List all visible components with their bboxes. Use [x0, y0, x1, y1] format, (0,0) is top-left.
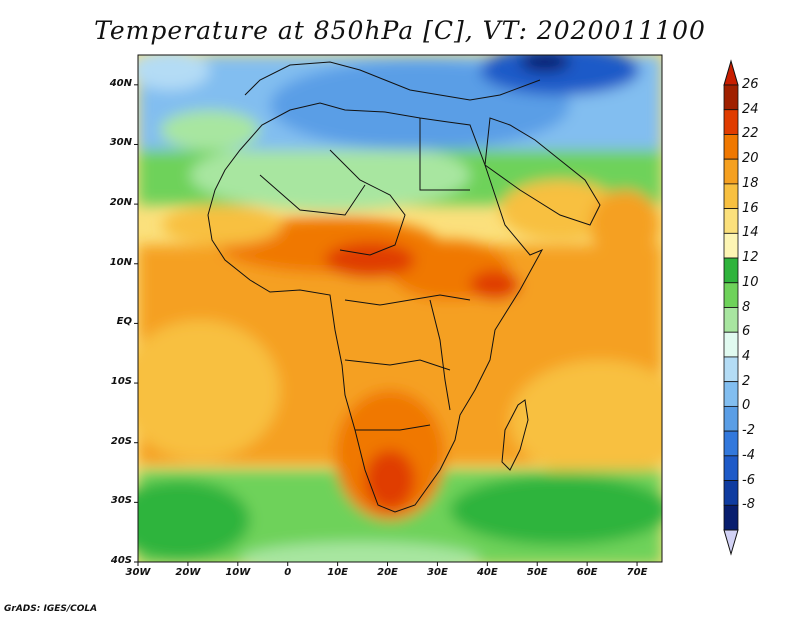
lat-tick-label: 40S	[110, 555, 132, 566]
colorbar-bottom-arrow	[723, 529, 739, 556]
colorbar-swatch	[723, 208, 739, 234]
lon-tick-label: 10W	[225, 567, 251, 578]
colorbar-swatch	[723, 232, 739, 259]
colorbar-tick-label: -2	[742, 423, 755, 439]
colorbar-tick-label: 10	[742, 274, 759, 290]
colorbar-swatch	[723, 405, 739, 432]
colorbar-swatch	[723, 282, 739, 308]
colorbar-tick-label: 22	[742, 126, 759, 142]
lon-tick-label: 60E	[576, 567, 598, 578]
colorbar-tick-label: 16	[742, 200, 759, 216]
lon-tick-label: 30E	[427, 567, 448, 578]
colorbar-swatch	[723, 381, 739, 407]
lon-tick-label: 50E	[526, 567, 548, 578]
colorbar-swatch	[723, 183, 739, 210]
colorbar-tick-label: 2	[742, 373, 751, 389]
colorbar	[723, 59, 739, 556]
lon-tick-label: 40E	[476, 567, 498, 578]
colorbar-swatch	[723, 84, 739, 111]
lat-tick-label: 40N	[109, 77, 132, 89]
colorbar-tick-label: -4	[742, 447, 755, 463]
colorbar-tick-label: 24	[742, 101, 759, 117]
colorbar-swatch	[723, 331, 739, 358]
footer-credit: GrADS: IGES/COLA	[4, 604, 98, 614]
colorbar-swatch	[723, 158, 739, 185]
chart-title: Temperature at 850hPa [C], VT: 202001110…	[94, 16, 706, 45]
colorbar-tick-label: 6	[742, 324, 751, 340]
colorbar-tick-label: 4	[742, 348, 751, 364]
colorbar-swatch	[723, 134, 739, 160]
colorbar-swatch	[723, 356, 739, 383]
temperature-field	[138, 55, 662, 562]
colorbar-swatch	[723, 504, 739, 531]
map-frame	[137, 54, 663, 563]
lon-tick-label: 30W	[125, 567, 151, 578]
lat-tick-label: 10N	[109, 256, 132, 268]
lat-tick-label: 30N	[109, 137, 132, 149]
lat-tick-label: 20N	[109, 197, 132, 209]
axis-ticks	[134, 84, 638, 566]
coastlines	[207, 61, 601, 513]
colorbar-tick-label: 12	[742, 250, 759, 266]
lat-tick-label: EQ	[116, 316, 132, 328]
colorbar-tick-label: 8	[742, 299, 751, 315]
lat-tick-label: 20S	[110, 435, 132, 447]
colorbar-swatch	[723, 109, 739, 135]
lon-tick-label: 20W	[175, 567, 201, 578]
colorbar-swatch	[723, 307, 739, 333]
colorbar-top-arrow	[723, 59, 739, 86]
colorbar-tick-label: 26	[742, 77, 759, 92]
lat-tick-label: 10S	[110, 376, 132, 388]
colorbar-tick-label: -6	[742, 472, 755, 488]
lon-tick-label: 10E	[327, 567, 348, 578]
colorbar-tick-label: 20	[742, 151, 759, 167]
colorbar-swatch	[723, 480, 739, 506]
colorbar-swatch	[723, 257, 739, 284]
colorbar-swatch	[723, 430, 739, 457]
colorbar-tick-label: 18	[742, 175, 759, 191]
colorbar-tick-label: 14	[742, 225, 759, 241]
colorbar-tick-label: 0	[742, 398, 751, 414]
lon-tick-label: 20E	[377, 567, 398, 578]
lat-tick-label: 30S	[110, 495, 132, 507]
lon-tick-label: 70E	[626, 567, 648, 578]
colorbar-tick-label: -8	[742, 497, 755, 513]
lon-tick-label: 0	[284, 567, 292, 578]
colorbar-swatch	[723, 455, 739, 481]
